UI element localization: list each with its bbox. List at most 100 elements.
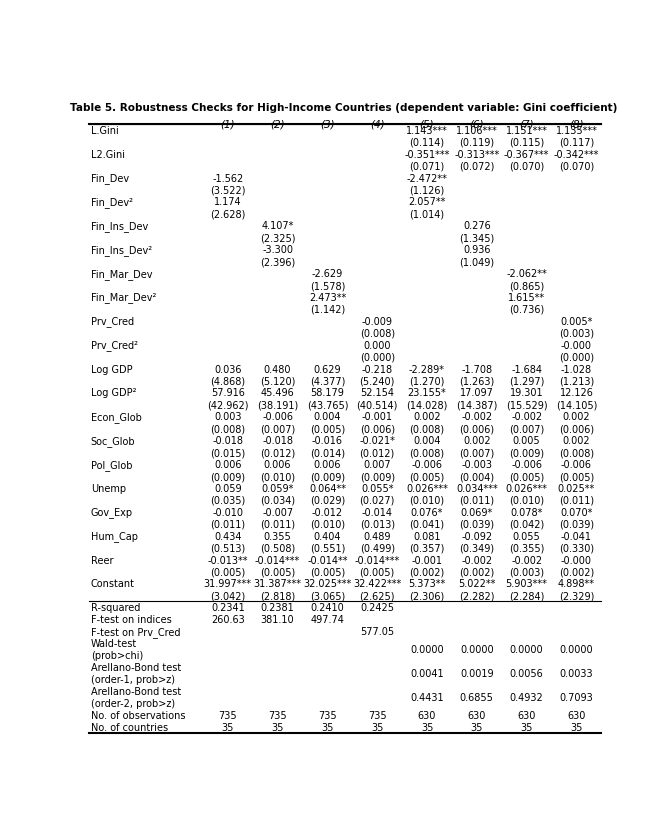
- Text: (1.263): (1.263): [459, 376, 495, 386]
- Text: -0.002: -0.002: [511, 555, 542, 565]
- Text: -0.006: -0.006: [411, 460, 442, 470]
- Text: (0.027): (0.027): [360, 495, 395, 505]
- Text: (0.034): (0.034): [260, 495, 295, 505]
- Text: 0.0000: 0.0000: [460, 644, 494, 654]
- Text: 381.10: 381.10: [261, 614, 295, 624]
- Text: (0.005): (0.005): [310, 566, 345, 577]
- Text: Hum_Cap: Hum_Cap: [91, 531, 138, 542]
- Text: -1.562: -1.562: [212, 174, 244, 184]
- Text: (0.009): (0.009): [210, 471, 246, 481]
- Text: (0.008): (0.008): [210, 423, 246, 434]
- Text: (order-2, prob>z): (order-2, prob>z): [91, 698, 174, 708]
- Text: (0.114): (0.114): [409, 137, 445, 147]
- Text: 23.155*: 23.155*: [407, 388, 446, 398]
- Text: 0.002: 0.002: [562, 436, 590, 446]
- Text: (0.551): (0.551): [310, 543, 345, 553]
- Text: (0.330): (0.330): [559, 543, 594, 553]
- Text: 0.0033: 0.0033: [560, 668, 593, 678]
- Text: Log GDP: Log GDP: [91, 364, 132, 374]
- Text: (2.329): (2.329): [559, 590, 594, 600]
- Text: 0.006: 0.006: [264, 460, 291, 470]
- Text: (5): (5): [419, 120, 434, 130]
- Text: (15.529): (15.529): [506, 400, 548, 410]
- Text: 0.055: 0.055: [513, 531, 540, 541]
- Text: L.Gini: L.Gini: [91, 126, 118, 136]
- Text: (2.284): (2.284): [509, 590, 544, 600]
- Text: -0.014***: -0.014***: [354, 555, 400, 565]
- Text: (0.013): (0.013): [360, 519, 395, 529]
- Text: (1.578): (1.578): [310, 280, 345, 290]
- Text: (0.010): (0.010): [310, 519, 345, 529]
- Text: (0.010): (0.010): [260, 471, 295, 481]
- Text: 35: 35: [221, 722, 234, 732]
- Text: Econ_Glob: Econ_Glob: [91, 411, 142, 423]
- Text: 0.4431: 0.4431: [410, 692, 444, 702]
- Text: (0.005): (0.005): [559, 471, 594, 481]
- Text: -0.313***: -0.313***: [454, 150, 499, 160]
- Text: -0.013**: -0.013**: [207, 555, 248, 565]
- Text: 497.74: 497.74: [311, 614, 344, 624]
- Text: 0.078*: 0.078*: [511, 507, 543, 517]
- Text: 735: 735: [219, 710, 237, 720]
- Text: (0.002): (0.002): [459, 566, 495, 577]
- Text: 735: 735: [268, 710, 287, 720]
- Text: Prv_Cred: Prv_Cred: [91, 316, 134, 327]
- Text: (0.012): (0.012): [260, 447, 295, 457]
- Text: -0.000: -0.000: [561, 341, 592, 351]
- Text: (43.765): (43.765): [307, 400, 348, 410]
- Text: Constant: Constant: [91, 579, 135, 589]
- Text: (0.508): (0.508): [260, 543, 295, 553]
- Text: (2.306): (2.306): [409, 590, 445, 600]
- Text: 0.0000: 0.0000: [410, 644, 444, 654]
- Text: Prv_Cred²: Prv_Cred²: [91, 340, 138, 351]
- Text: Unemp: Unemp: [91, 484, 125, 494]
- Text: F-test on indices: F-test on indices: [91, 614, 171, 624]
- Text: (0.357): (0.357): [409, 543, 445, 553]
- Text: 0.081: 0.081: [413, 531, 441, 541]
- Text: (0.011): (0.011): [260, 519, 295, 529]
- Text: -0.006: -0.006: [561, 460, 592, 470]
- Text: (0.005): (0.005): [360, 566, 395, 577]
- Text: 0.059*: 0.059*: [262, 484, 294, 494]
- Text: (order-1, prob>z): (order-1, prob>z): [91, 674, 174, 684]
- Text: (0.006): (0.006): [559, 423, 594, 434]
- Text: (0.000): (0.000): [360, 352, 395, 362]
- Text: 0.007: 0.007: [364, 460, 391, 470]
- Text: -2.062**: -2.062**: [506, 269, 547, 279]
- Text: 260.63: 260.63: [211, 614, 245, 624]
- Text: 735: 735: [368, 710, 386, 720]
- Text: (0.009): (0.009): [509, 447, 544, 457]
- Text: (0.009): (0.009): [360, 471, 395, 481]
- Text: (0.008): (0.008): [360, 328, 395, 338]
- Text: 0.489: 0.489: [364, 531, 391, 541]
- Text: (2.325): (2.325): [260, 233, 295, 243]
- Text: (0.000): (0.000): [559, 352, 594, 362]
- Text: -2.629: -2.629: [312, 269, 343, 279]
- Text: Fin_Mar_Dev²: Fin_Mar_Dev²: [91, 292, 156, 303]
- Text: 0.005: 0.005: [513, 436, 540, 446]
- Text: 0.005*: 0.005*: [560, 317, 592, 327]
- Text: -0.014**: -0.014**: [307, 555, 348, 565]
- Text: (1): (1): [221, 120, 235, 130]
- Text: 35: 35: [470, 722, 483, 732]
- Text: (2.628): (2.628): [210, 209, 246, 219]
- Text: 35: 35: [421, 722, 433, 732]
- Text: (prob>chi): (prob>chi): [91, 650, 143, 660]
- Text: No. of observations: No. of observations: [91, 710, 185, 720]
- Text: (0.070): (0.070): [559, 161, 594, 171]
- Text: 0.936: 0.936: [463, 245, 491, 255]
- Text: (4.868): (4.868): [210, 376, 246, 386]
- Text: (1.049): (1.049): [459, 257, 495, 267]
- Text: (1.345): (1.345): [459, 233, 495, 243]
- Text: (14.105): (14.105): [556, 400, 597, 410]
- Text: (0.005): (0.005): [409, 471, 445, 481]
- Text: -0.016: -0.016: [312, 436, 343, 446]
- Text: (38.191): (38.191): [257, 400, 298, 410]
- Text: (0.012): (0.012): [360, 447, 395, 457]
- Text: -0.218: -0.218: [362, 364, 393, 374]
- Text: 0.7093: 0.7093: [560, 692, 593, 702]
- Text: (0.070): (0.070): [509, 161, 544, 171]
- Text: 0.2425: 0.2425: [360, 603, 394, 613]
- Text: 630: 630: [468, 710, 486, 720]
- Text: (0.865): (0.865): [509, 280, 544, 290]
